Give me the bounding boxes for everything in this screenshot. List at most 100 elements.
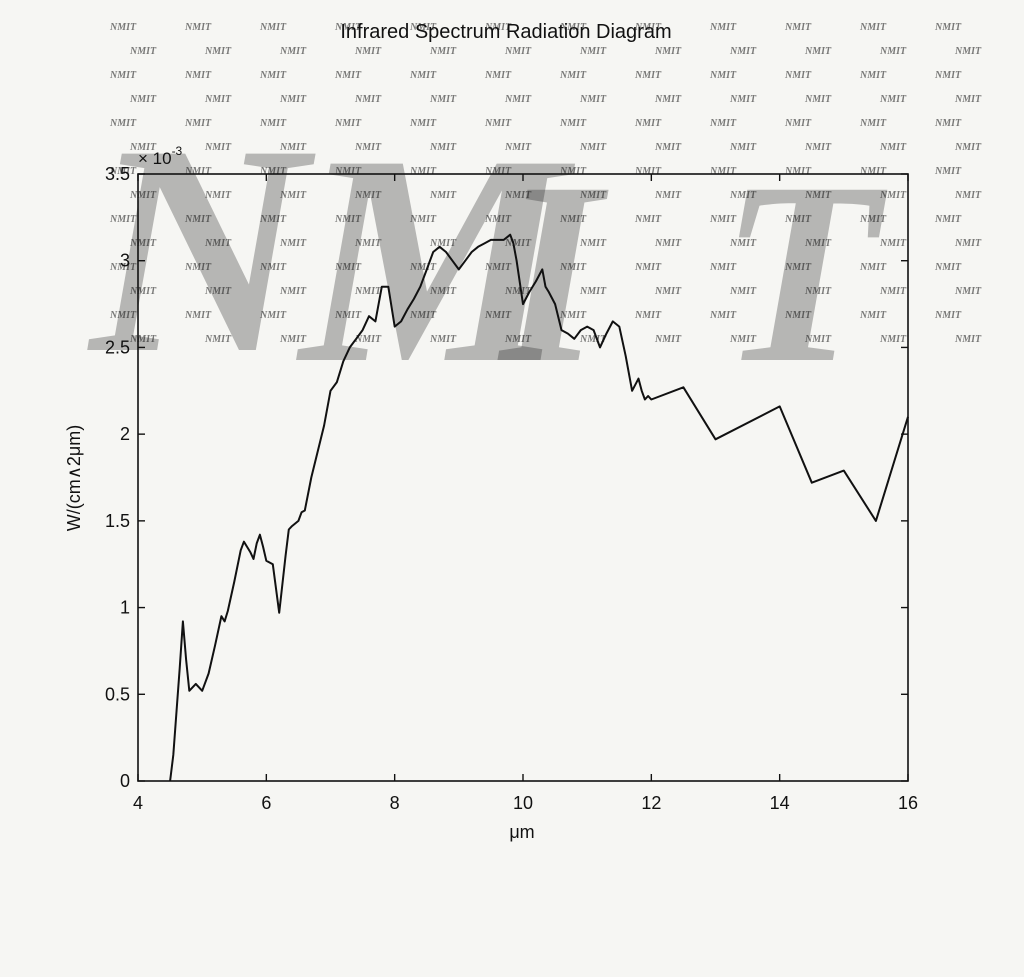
watermark-text: NMIT	[934, 118, 962, 129]
watermark-text: NMIT	[334, 166, 362, 177]
watermark-text: NMIT	[709, 166, 737, 177]
watermark-text: NMIT	[784, 166, 812, 177]
watermark-glyph: N	[85, 83, 319, 415]
watermark-text: NMIT	[559, 22, 587, 33]
watermark: NMI T NMIT NMIT NMIT NMIT NMIT NMIT NMIT NMIT NMIT…	[85, 22, 982, 425]
watermark-text: NMIT	[354, 94, 382, 105]
watermark-text: NMIT	[409, 70, 437, 81]
watermark-text: NMIT	[784, 262, 812, 273]
watermark-text: NMIT	[354, 142, 382, 153]
watermark-text: NMIT	[859, 310, 887, 321]
watermark-text: NMIT	[204, 142, 232, 153]
watermark-text: NMIT	[484, 262, 512, 273]
watermark-text: NMIT	[204, 238, 232, 249]
watermark-text: NMIT	[429, 334, 457, 345]
watermark-text: NMIT	[429, 46, 457, 57]
watermark-text: NMIT	[429, 286, 457, 297]
watermark-text: NMIT	[729, 238, 757, 249]
watermark-text: NMIT	[184, 262, 212, 273]
watermark-text: NMIT	[634, 22, 662, 33]
watermark-text: NMIT	[504, 46, 532, 57]
watermark-text: NMIT	[259, 22, 287, 33]
watermark-text: NMIT	[859, 166, 887, 177]
watermark-text: NMIT	[409, 22, 437, 33]
watermark-text: NMIT	[709, 214, 737, 225]
watermark-text: NMIT	[654, 94, 682, 105]
watermark-text: NMIT	[729, 142, 757, 153]
watermark-text: NMIT	[934, 22, 962, 33]
watermark-text: NMIT	[859, 118, 887, 129]
watermark-text: NMIT	[879, 142, 907, 153]
y-tick-label: 0.5	[105, 684, 130, 704]
watermark-text: NMIT	[279, 334, 307, 345]
watermark-text: NMIT	[729, 286, 757, 297]
watermark-text: NMIT	[354, 190, 382, 201]
watermark-text: NMIT	[184, 310, 212, 321]
watermark-text: NMIT	[634, 118, 662, 129]
watermark-text: NMIT	[204, 94, 232, 105]
watermark-text: NMIT	[484, 70, 512, 81]
watermark-text: NMIT	[129, 286, 157, 297]
watermark-text: NMIT	[709, 310, 737, 321]
y-axis-multiplier-base: × 10	[138, 149, 172, 168]
watermark-glyph: T	[720, 129, 891, 417]
watermark-text: NMIT	[409, 214, 437, 225]
watermark-text: NMIT	[109, 310, 137, 321]
x-tick-label: 16	[898, 793, 918, 813]
watermark-text: NMIT	[879, 190, 907, 201]
watermark-text: NMIT	[934, 310, 962, 321]
watermark-text: NMIT	[259, 310, 287, 321]
x-axis-label: μm	[509, 822, 534, 842]
watermark-text: NMIT	[484, 118, 512, 129]
watermark-glyph: I	[496, 129, 610, 417]
watermark-text: NMIT	[654, 334, 682, 345]
watermark-text: NMIT	[334, 22, 362, 33]
watermark-text: NMIT	[729, 190, 757, 201]
watermark-text: NMIT	[634, 310, 662, 321]
watermark-text: NMIT	[859, 70, 887, 81]
watermark-text: NMIT	[354, 334, 382, 345]
watermark-text: NMIT	[354, 286, 382, 297]
watermark-text: NMIT	[184, 70, 212, 81]
watermark-text: NMIT	[934, 70, 962, 81]
watermark-text: NMIT	[259, 214, 287, 225]
watermark-text: NMIT	[409, 166, 437, 177]
watermark-text: NMIT	[259, 118, 287, 129]
watermark-text: NMIT	[804, 94, 832, 105]
watermark-text: NMIT	[184, 22, 212, 33]
watermark-text: NMIT	[204, 286, 232, 297]
y-tick-label: 2	[120, 424, 130, 444]
watermark-text: NMIT	[709, 118, 737, 129]
watermark-text: NMIT	[579, 46, 607, 57]
y-tick-label: 1	[120, 598, 130, 618]
y-tick-label: 0	[120, 771, 130, 791]
watermark-text: NMIT	[204, 334, 232, 345]
watermark-text: NMIT	[559, 166, 587, 177]
watermark-text: NMIT	[279, 94, 307, 105]
axis-ticks: 4 6 8 10 12 14 16 0 0.5 1 1.5 2 2.5 3 3.5	[105, 164, 918, 813]
watermark-text: NMIT	[784, 22, 812, 33]
watermark-text: NMIT	[429, 94, 457, 105]
watermark-text: NMIT	[559, 118, 587, 129]
watermark-text: NMIT	[954, 238, 982, 249]
y-axis-label: W/(cm∧2μm)	[64, 425, 84, 532]
watermark-text: NMIT	[109, 214, 137, 225]
watermark-text: NMIT	[579, 94, 607, 105]
watermark-text: NMIT	[129, 94, 157, 105]
watermark-text: NMIT	[879, 46, 907, 57]
watermark-text: NMIT	[429, 238, 457, 249]
y-axis-multiplier: × 10-3	[138, 144, 183, 168]
watermark-text: NMIT	[279, 286, 307, 297]
x-tick-label: 4	[133, 793, 143, 813]
watermark-text: NMIT	[279, 238, 307, 249]
watermark-text: NMIT	[804, 142, 832, 153]
watermark-text: NMIT	[634, 70, 662, 81]
watermark-text: NMIT	[654, 190, 682, 201]
watermark-text: NMIT	[504, 286, 532, 297]
watermark-text: NMIT	[634, 166, 662, 177]
watermark-text: NMIT	[184, 214, 212, 225]
watermark-text: NMIT	[259, 166, 287, 177]
watermark-text: NMIT	[354, 46, 382, 57]
